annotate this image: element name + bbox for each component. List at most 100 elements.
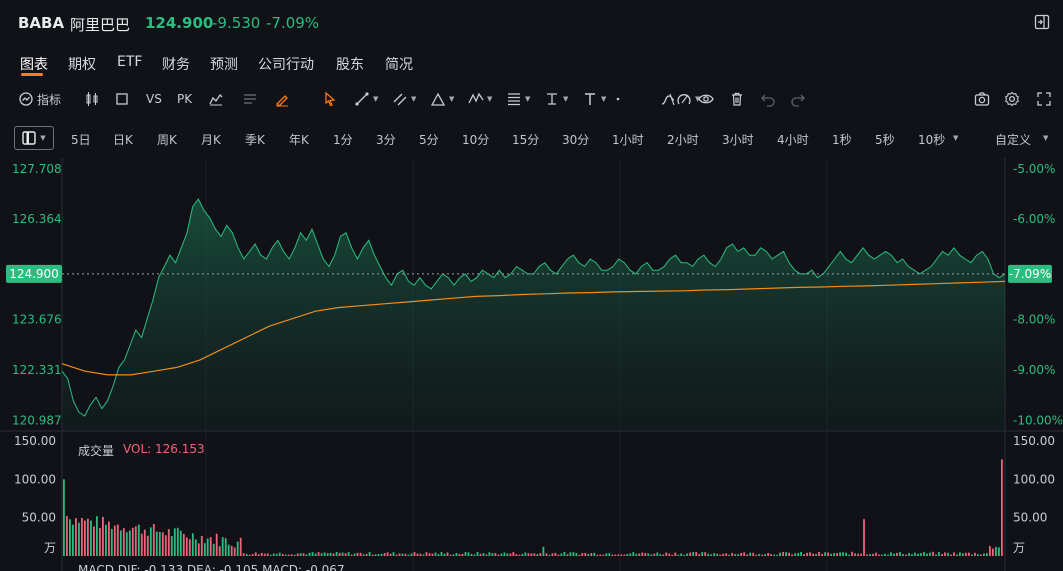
exit-icon[interactable] [1034,14,1050,30]
period-month[interactable]: 月K [201,133,221,147]
eye-button[interactable] [698,88,714,110]
lines-button[interactable] [242,88,258,110]
period-3h[interactable]: 3小时 [722,133,754,147]
layout-selector[interactable]: ▼ [14,126,54,150]
macd-readout: MACD DIF: -0.133 DEA: -0.105 MACD: -0.06… [78,563,345,571]
volume-bar [998,547,1000,556]
period-custom[interactable]: 自定义 [995,133,1032,147]
volume-bar [815,553,817,556]
undo-button[interactable] [760,88,776,110]
chart-area[interactable]: 127.708 126.364 124.900 123.676 122.331 120.9… [0,158,1063,571]
stock-symbol: BABA [18,14,65,32]
volume-bar [539,553,542,556]
volume-bar [485,554,488,556]
text-tool-button[interactable]: ▼ [582,88,606,110]
volume-bar [242,553,245,556]
area-chart-button[interactable] [208,88,224,110]
volume-bar [620,554,623,556]
tab-financials[interactable]: 财务 [162,57,190,73]
volume-bar [161,532,164,556]
fib-tool-button[interactable]: ▼ [506,88,530,110]
tab-chart[interactable]: 图表 [20,57,48,73]
wave-tool-button[interactable]: ▼ [468,88,492,110]
period-5d[interactable]: 5日 [71,133,91,147]
volume-bar [122,528,125,556]
candlestick-button[interactable] [84,88,100,110]
volume-bar [842,552,844,556]
measure-button[interactable] [614,88,622,110]
screenshot-button[interactable] [974,88,990,110]
volume-bar [779,552,781,556]
pattern-tool-icon [430,92,446,106]
square-button[interactable] [114,88,130,110]
pct-tick-label: -7.09% [1009,267,1051,281]
tab-options[interactable]: 期权 [68,57,96,73]
tab-shareholders[interactable]: 股东 [336,57,364,73]
draw-button[interactable] [660,88,676,110]
chevron-down-icon[interactable]: ▼ [1043,134,1049,142]
chevron-down-icon[interactable]: ▼ [953,134,959,142]
volume-bar [254,552,257,556]
indicator-button[interactable]: 指标 [18,88,61,110]
period-quarter[interactable]: 季K [245,133,265,147]
volume-bar [212,543,215,556]
period-week[interactable]: 周K [157,133,177,147]
volume-bar [617,554,620,556]
price-chart[interactable]: 127.708 126.364 124.900 123.676 122.331 120.9… [0,158,1063,571]
period-10s[interactable]: 10秒 [918,133,946,147]
volume-bar [917,553,919,556]
period-3m[interactable]: 3分 [376,133,396,147]
volume-bar [992,548,994,556]
volume-bar [137,524,140,556]
volume-bar [872,553,874,556]
settings-button[interactable] [1004,88,1020,110]
brush-button[interactable] [274,88,290,110]
period-5m[interactable]: 5分 [419,133,439,147]
period-1s[interactable]: 1秒 [832,133,852,147]
tab-profile[interactable]: 简况 [385,57,413,73]
draw-tool-button[interactable]: ▼ [676,88,700,110]
volume-bar [980,554,982,556]
chevron-down-icon: ▼ [563,95,569,103]
period-day[interactable]: 日K [113,133,133,147]
volume-bar [860,553,862,556]
volume-bar [755,554,758,556]
period-2h[interactable]: 2小时 [667,133,699,147]
cursor-button[interactable] [322,88,338,110]
compare-button[interactable]: VS [146,88,162,110]
tab-etf[interactable]: ETF [117,54,143,70]
volume-bar [812,553,814,556]
period-30m[interactable]: 30分 [562,133,590,147]
chevron-down-icon: ▼ [40,134,46,142]
trash-button[interactable] [729,88,745,110]
volume-bar [1001,459,1003,556]
position-tool-button[interactable]: ▼ [544,88,568,110]
line-tool-button[interactable]: ▼ [354,88,378,110]
volume-bar [929,552,931,556]
pk-button[interactable]: PK [177,88,192,110]
volume-bar [902,554,904,556]
period-year[interactable]: 年K [289,133,309,147]
undo-icon [761,94,775,107]
volume-bar [413,552,416,556]
tab-forecast[interactable]: 预测 [210,57,238,73]
period-10m[interactable]: 10分 [462,133,490,147]
period-15m[interactable]: 15分 [512,133,540,147]
volume-bar [941,554,943,556]
period-5s[interactable]: 5秒 [875,133,895,147]
period-4h[interactable]: 4小时 [777,133,809,147]
tab-corporate-actions[interactable]: 公司行动 [258,57,314,73]
volume-bar [707,553,710,556]
vs-label: VS [146,92,162,106]
volume-bar [752,552,755,556]
volume-bar [102,516,104,556]
volume-bar [227,544,230,556]
volume-bar [971,554,973,556]
fullscreen-button[interactable] [1036,88,1052,110]
pattern-tool-button[interactable]: ▼ [430,88,454,110]
period-1h[interactable]: 1小时 [612,133,644,147]
period-1m[interactable]: 1分 [333,133,353,147]
volume-bar [176,527,179,556]
channel-tool-button[interactable]: ▼ [392,88,416,110]
redo-button[interactable] [790,88,806,110]
